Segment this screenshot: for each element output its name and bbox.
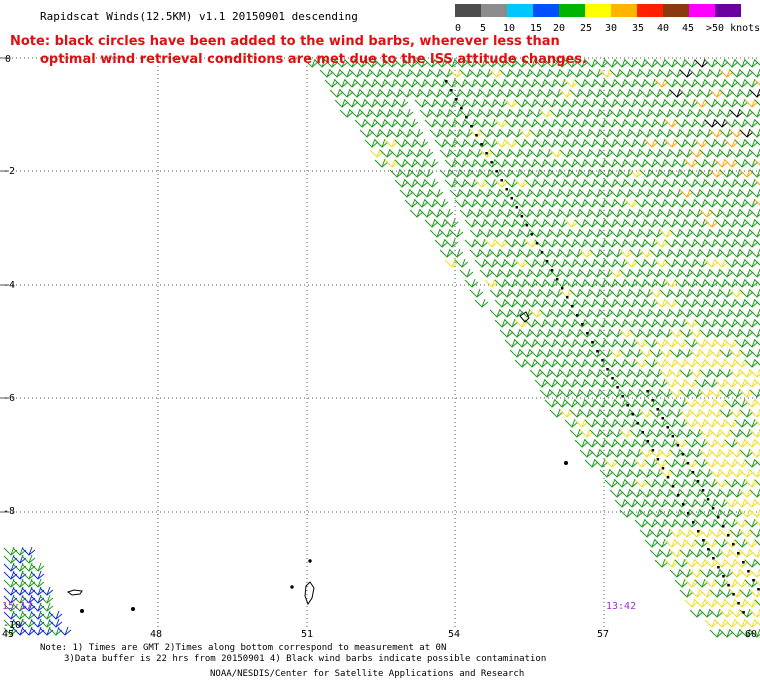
legend-label: 10 <box>503 23 515 34</box>
speed-legend: 0 5 10 15 20 25 30 35 40 45 >50 knots <box>455 4 760 34</box>
x-label-51: 51 <box>301 629 313 640</box>
y-label-minus2: -2 <box>3 166 15 177</box>
map-title: Rapidscat Winds(12.5KM) v1.1 20150901 de… <box>40 10 358 23</box>
legend-swatch <box>455 4 481 17</box>
y-label-minus4: -4 <box>3 280 15 291</box>
legend-label: 15 <box>530 23 542 34</box>
legend-swatch <box>481 4 507 17</box>
legend-swatch <box>689 4 715 17</box>
footer-note-line1: Note: 1) Times are GMT 2)Times along bot… <box>40 643 446 653</box>
y-label-minus8: -8 <box>3 506 15 517</box>
x-label-57: 57 <box>597 629 609 640</box>
credit-line: NOAA/NESDIS/Center for Satellite Applica… <box>210 669 524 679</box>
time-right: 13:42 <box>606 601 636 612</box>
legend-label: 45 <box>682 23 694 34</box>
red-note-line1: Note: black circles have been added to t… <box>10 34 560 49</box>
y-label-minus6: -6 <box>3 393 15 404</box>
red-note-line2: optimal wind retrieval conditions are me… <box>40 52 587 67</box>
wind-barbs <box>3 58 760 638</box>
y-label-0: 0 <box>5 54 11 65</box>
y-label-minus10: -10 <box>3 620 21 631</box>
x-label-60: 60 <box>745 629 757 640</box>
legend-label: 40 <box>657 23 669 34</box>
legend-label: 5 <box>480 23 486 34</box>
legend-label: >50 knots <box>706 23 760 34</box>
legend-label: 0 <box>455 23 461 34</box>
legend-swatch <box>611 4 637 17</box>
legend-swatch <box>585 4 611 17</box>
legend-label: 25 <box>580 23 592 34</box>
legend-label: 35 <box>632 23 644 34</box>
legend-swatch <box>507 4 533 17</box>
legend-swatch <box>637 4 663 17</box>
legend-swatch <box>715 4 741 17</box>
x-label-45: 45 <box>2 629 14 640</box>
legend-swatch <box>559 4 585 17</box>
x-label-54: 54 <box>448 629 460 640</box>
legend-swatch <box>663 4 689 17</box>
island-outlines <box>66 311 568 613</box>
x-label-48: 48 <box>150 629 162 640</box>
legend-swatch <box>533 4 559 17</box>
legend-label: 30 <box>605 23 617 34</box>
time-left: 15:17 <box>2 601 32 612</box>
footer-note-line2: 3)Data buffer is 22 hrs from 20150901 4)… <box>64 654 546 664</box>
legend-label: 20 <box>553 23 565 34</box>
